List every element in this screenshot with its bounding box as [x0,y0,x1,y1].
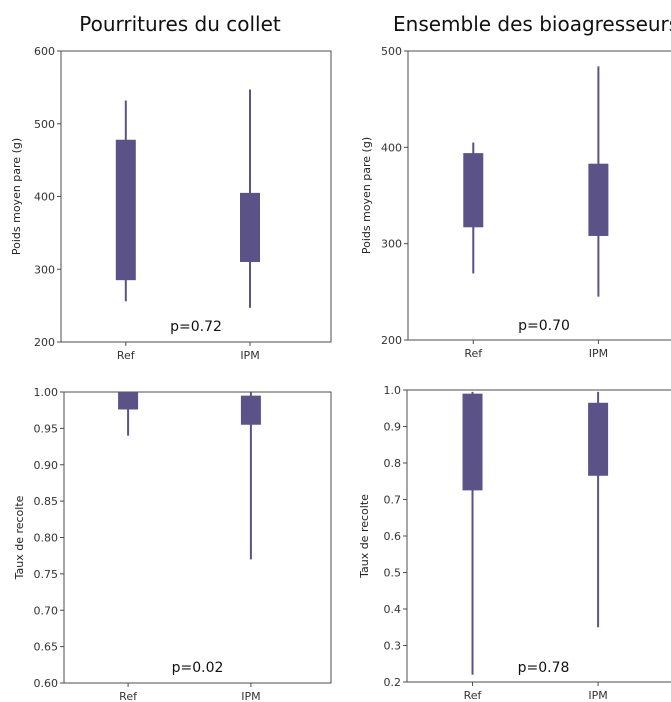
panel-4-ytick-label: 0.9 [384,421,402,434]
panel-2-box-ipm [588,163,609,236]
panel-3-ytick-label: 0.65 [34,641,59,654]
panel-2-xtick-label: IPM [589,347,608,360]
panel-3-ytick-label: 0.60 [34,677,59,690]
panel-3-ytick-label: 0.75 [34,568,59,581]
panel-3-ytick-label: 0.90 [34,459,59,472]
panel-4-frame [406,389,671,683]
panel-1-ytick-label: 200 [34,336,55,349]
panel-2: 200 300 400 500 Ref IPM Poids moyen pare (g) p=… [360,45,671,360]
panel-4-box-ipm [588,402,609,476]
panel-2-box-ref [463,153,484,228]
panel-3-box-ipm [240,395,261,425]
panel-1-box-ipm [240,192,260,262]
panel-1-xtick-label: IPM [240,349,259,362]
panel-3-ytick-label: 0.85 [34,495,59,508]
panel-3-p-value: p=0.02 [172,660,224,676]
panel-3: 0.60 0.65 0.70 0.75 0.80 0.85 0.90 0.95 1.00 Ref I… [13,386,332,702]
panel-1-box-ref [115,139,136,281]
panel-3-frame [63,391,332,684]
panel-1-p-value: p=0.72 [170,319,222,335]
panel-4-p-value: p=0.78 [518,660,570,676]
panel-1-ytick-label: 500 [34,118,55,131]
panel-3-ytick-label: 0.70 [34,604,59,617]
column-title-right: Ensemble des bioagresseurs [393,12,671,36]
panel-4-ytick-label: 1.0 [384,384,402,397]
panel-2-p-value: p=0.70 [518,318,570,334]
panel-4-ytick-label: 0.4 [384,603,402,616]
panel-4-ytick-label: 0.8 [384,457,402,470]
panel-1-ytick-label: 400 [34,191,55,204]
panel-1: 200 300 400 500 600 Ref IPM Poids moyen pare (g… [10,45,332,362]
panel-1-ytick-label: 600 [34,45,55,58]
panel-4-ylabel: Taux de recolte [358,494,371,579]
panel-4-ytick-label: 0.6 [384,530,402,543]
panel-2-ytick-label: 300 [381,238,402,251]
panel-3-ytick-label: 0.80 [34,532,59,545]
panel-3-ytick-label: 1.00 [34,386,59,399]
panel-2-xtick-label: Ref [464,347,483,360]
panel-3-xtick-label: IPM [241,690,260,702]
panel-3-ylabel: Taux de recolte [13,495,26,580]
panel-2-ytick-label: 500 [381,45,402,58]
panel-1-ytick-label: 300 [34,263,55,276]
panel-4: 0.2 0.3 0.4 0.5 0.6 0.7 0.8 0.9 1.0 Ref IPM Taux de… [358,384,671,702]
panel-4-xtick-label: Ref [464,689,483,702]
panel-4-box-ref [462,393,483,491]
panel-4-ytick-label: 0.2 [384,676,402,689]
panel-3-xtick-label: Ref [119,690,138,702]
panel-4-xtick-label: IPM [588,689,607,702]
panel-4-ytick-label: 0.5 [384,567,402,580]
panel-3-box-ref [118,392,139,410]
panel-2-ytick-label: 200 [381,334,402,347]
panel-1-frame [60,50,332,343]
panel-1-ylabel: Poids moyen pare (g) [10,138,23,255]
panel-4-ytick-label: 0.3 [384,640,402,653]
panel-1-xtick-label: Ref [117,349,136,362]
panel-3-ytick-label: 0.95 [34,422,59,435]
panel-2-ylabel: Poids moyen pare (g) [360,137,373,254]
column-title-left: Pourritures du collet [79,12,281,36]
panel-2-ytick-label: 400 [381,141,402,154]
panel-4-ytick-label: 0.7 [384,494,402,507]
panel-2-frame [407,50,671,341]
